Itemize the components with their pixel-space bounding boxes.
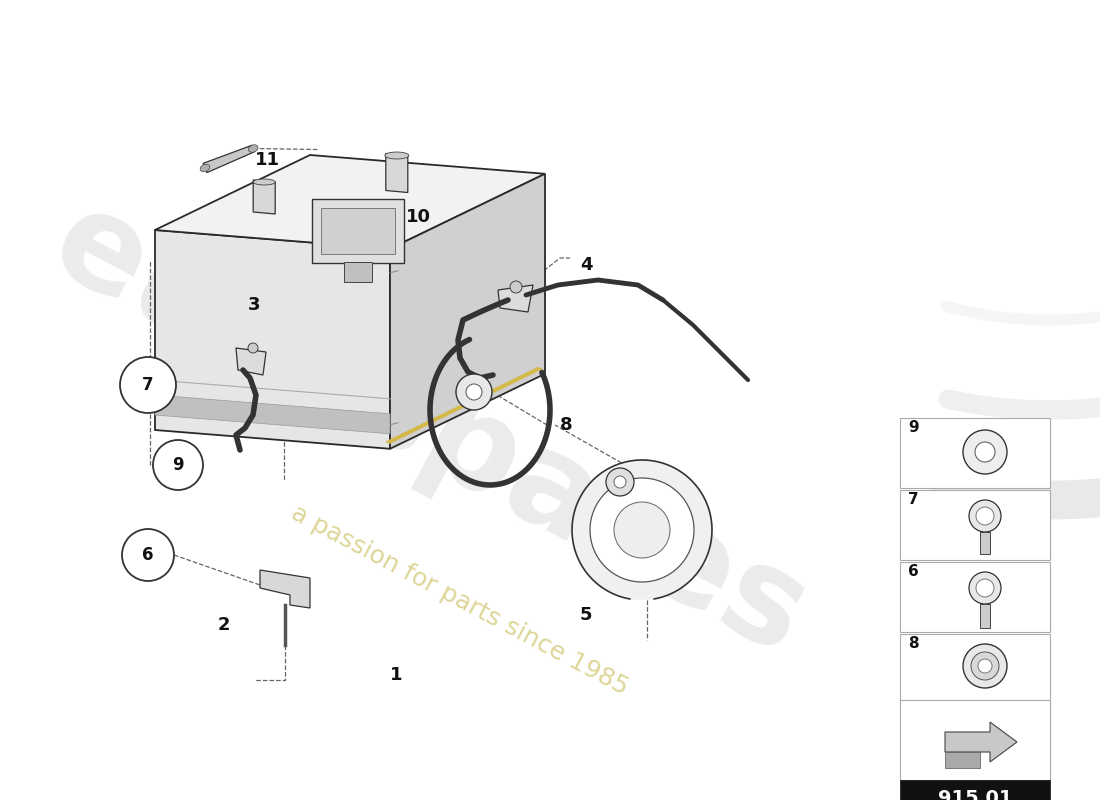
Circle shape (614, 502, 670, 558)
Text: 3: 3 (248, 296, 261, 314)
Text: 4: 4 (580, 256, 593, 274)
Ellipse shape (385, 152, 409, 159)
Text: 6: 6 (908, 564, 918, 579)
Circle shape (976, 579, 994, 597)
Text: 11: 11 (255, 151, 280, 169)
Circle shape (962, 430, 1006, 474)
Polygon shape (155, 395, 390, 434)
Polygon shape (572, 460, 712, 599)
Circle shape (120, 357, 176, 413)
Polygon shape (155, 230, 390, 449)
FancyBboxPatch shape (900, 418, 1050, 488)
Ellipse shape (253, 179, 275, 185)
Polygon shape (390, 174, 544, 449)
Circle shape (978, 659, 992, 673)
Circle shape (614, 476, 626, 488)
Text: 5: 5 (580, 606, 593, 624)
Circle shape (971, 652, 999, 680)
Text: 9: 9 (908, 420, 918, 435)
Text: 2: 2 (218, 616, 231, 634)
Polygon shape (236, 348, 266, 375)
Polygon shape (204, 146, 254, 173)
Circle shape (962, 644, 1006, 688)
Text: 7: 7 (908, 492, 918, 507)
Circle shape (153, 440, 204, 490)
Text: 9: 9 (173, 456, 184, 474)
FancyBboxPatch shape (344, 262, 372, 282)
Text: eurospares: eurospares (32, 178, 828, 682)
Circle shape (969, 572, 1001, 604)
Ellipse shape (200, 164, 210, 172)
Circle shape (510, 281, 522, 293)
FancyBboxPatch shape (312, 199, 404, 263)
Circle shape (590, 478, 694, 582)
Polygon shape (260, 570, 310, 608)
Circle shape (248, 343, 258, 353)
Circle shape (969, 500, 1001, 532)
Circle shape (606, 468, 634, 496)
FancyBboxPatch shape (900, 490, 1050, 560)
Circle shape (466, 384, 482, 400)
Text: 10: 10 (406, 208, 431, 226)
Circle shape (976, 507, 994, 525)
FancyBboxPatch shape (321, 208, 395, 254)
FancyBboxPatch shape (980, 532, 990, 554)
Polygon shape (155, 155, 544, 249)
Polygon shape (253, 180, 275, 214)
Text: 915 01: 915 01 (937, 790, 1012, 800)
Text: 8: 8 (908, 636, 918, 651)
Text: 6: 6 (142, 546, 154, 564)
Circle shape (975, 442, 996, 462)
Text: 1: 1 (390, 666, 403, 684)
Text: a passion for parts since 1985: a passion for parts since 1985 (287, 501, 632, 699)
FancyBboxPatch shape (980, 604, 990, 628)
FancyBboxPatch shape (900, 700, 1050, 780)
FancyBboxPatch shape (900, 780, 1050, 800)
FancyBboxPatch shape (900, 634, 1050, 704)
Polygon shape (386, 154, 408, 193)
FancyBboxPatch shape (945, 752, 980, 768)
Circle shape (122, 529, 174, 581)
Polygon shape (498, 285, 534, 312)
Text: 7: 7 (142, 376, 154, 394)
Polygon shape (385, 366, 543, 444)
Text: 8: 8 (560, 416, 573, 434)
Ellipse shape (249, 145, 258, 152)
Circle shape (456, 374, 492, 410)
FancyBboxPatch shape (900, 562, 1050, 632)
Polygon shape (945, 722, 1018, 762)
